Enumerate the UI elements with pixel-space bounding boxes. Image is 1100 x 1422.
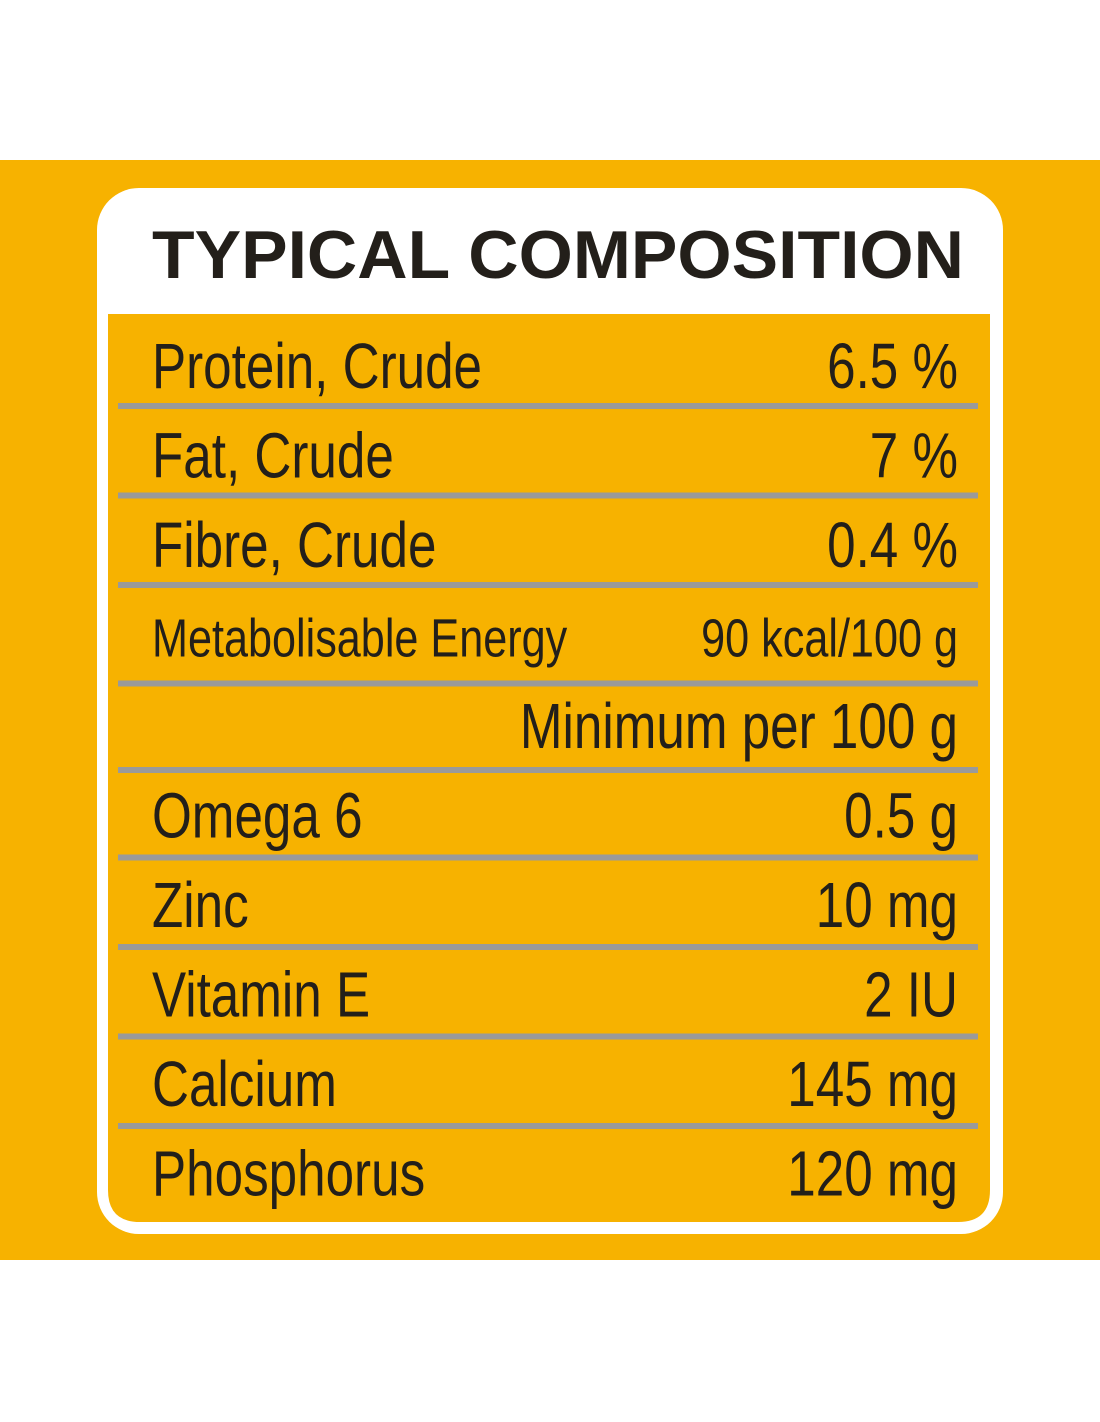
row-value: 10 mg: [816, 871, 958, 942]
row-divider: [118, 767, 978, 773]
table-rows: Protein, Crude 6.5 % Fat, Crude 7 % Fibre, C…: [152, 332, 958, 1210]
row-divider: [118, 1033, 978, 1040]
minimum-header: Minimum per 100 g: [520, 692, 958, 763]
row-label: Vitamin E: [152, 960, 370, 1031]
row-divider: [118, 582, 978, 588]
row-label: Zinc: [152, 871, 249, 942]
row-label: Metabolisable Energy: [152, 609, 568, 669]
row-divider: [118, 403, 978, 409]
row-value: 2 IU: [864, 960, 958, 1031]
row-label: Calcium: [152, 1050, 337, 1121]
row-label: Protein, Crude: [152, 332, 482, 403]
row-divider: [118, 1123, 978, 1129]
title: TYPICAL COMPOSITION: [152, 217, 964, 293]
row-divider: [118, 680, 978, 687]
row-divider: [118, 854, 978, 861]
row-divider: [118, 944, 978, 950]
row-value: 120 mg: [787, 1139, 958, 1210]
row-value: 0.4 %: [827, 511, 958, 582]
row-value: 145 mg: [787, 1050, 958, 1121]
row-value: 0.5 g: [844, 781, 958, 852]
row-value: 7 %: [870, 421, 958, 492]
row-label: Phosphorus: [152, 1139, 425, 1210]
row-value: 6.5 %: [827, 332, 958, 403]
row-label: Omega 6: [152, 781, 363, 852]
row-label: Fat, Crude: [152, 421, 394, 492]
row-divider: [118, 492, 978, 499]
row-value: 90 kcal/100 g: [701, 609, 958, 669]
row-label: Fibre, Crude: [152, 511, 436, 582]
